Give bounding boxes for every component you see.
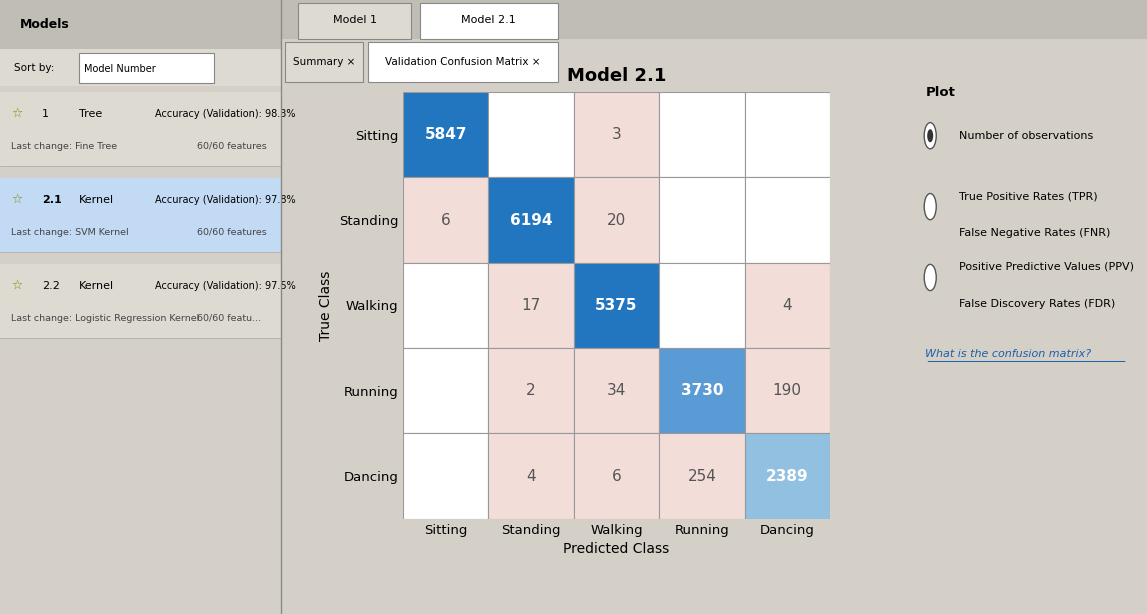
Bar [744,433,830,519]
Bar [574,348,660,433]
Text: Accuracy (Validation): 97.8%: Accuracy (Validation): 97.8% [155,195,295,204]
Text: Plot: Plot [926,86,955,99]
Circle shape [927,129,934,142]
FancyBboxPatch shape [0,264,281,338]
Bar [489,348,574,433]
Bar [744,177,830,263]
Text: Models: Models [19,18,70,31]
Text: 2.1: 2.1 [42,195,62,204]
Bar [744,263,830,348]
Text: Sort by:: Sort by: [14,63,54,72]
Text: 3: 3 [611,127,622,142]
Bar [403,433,489,519]
Bar [403,177,489,263]
Text: Accuracy (Validation): 97.5%: Accuracy (Validation): 97.5% [155,281,295,290]
Text: 2: 2 [526,383,536,398]
Text: ☆: ☆ [11,279,23,292]
FancyBboxPatch shape [286,42,364,82]
Text: Kernel: Kernel [79,195,114,204]
Text: 6194: 6194 [510,212,553,228]
Text: 34: 34 [607,383,626,398]
Bar [403,348,489,433]
FancyBboxPatch shape [79,53,213,83]
Text: 2389: 2389 [766,468,809,484]
Bar [574,433,660,519]
Text: Validation Confusion Matrix ×: Validation Confusion Matrix × [385,57,540,67]
Text: 4: 4 [782,298,793,313]
Circle shape [924,123,936,149]
Text: Positive Predictive Values (PPV): Positive Predictive Values (PPV) [959,262,1134,272]
Bar [574,263,660,348]
Text: Model 1: Model 1 [333,15,376,25]
Bar [574,92,660,177]
Bar [403,263,489,348]
Text: False Negative Rates (FNR): False Negative Rates (FNR) [959,228,1110,238]
Bar [660,263,744,348]
FancyBboxPatch shape [0,178,281,252]
Bar [660,177,744,263]
FancyBboxPatch shape [0,0,281,49]
Text: Last change: Logistic Regression Kernel: Last change: Logistic Regression Kernel [11,314,200,322]
Bar [489,263,574,348]
Text: 17: 17 [522,298,540,313]
Text: 60/60 featu...: 60/60 featu... [197,314,260,322]
Text: 3730: 3730 [680,383,723,398]
Bar [489,92,574,177]
Title: Model 2.1: Model 2.1 [567,67,666,85]
Text: 20: 20 [607,212,626,228]
FancyBboxPatch shape [0,49,281,86]
Bar [403,92,489,177]
FancyBboxPatch shape [281,0,1147,39]
Text: False Discovery Rates (FDR): False Discovery Rates (FDR) [959,299,1115,309]
FancyBboxPatch shape [420,2,559,39]
Text: 6: 6 [611,468,622,484]
Circle shape [924,193,936,220]
Text: 1: 1 [42,109,49,119]
Bar [660,348,744,433]
Text: ☆: ☆ [11,107,23,120]
FancyBboxPatch shape [298,2,411,39]
Text: 60/60 features: 60/60 features [197,228,266,236]
Text: ☆: ☆ [11,193,23,206]
Text: Summary ×: Summary × [294,57,356,67]
Text: 190: 190 [773,383,802,398]
Text: 4: 4 [526,468,536,484]
Text: 60/60 features: 60/60 features [197,142,266,150]
Text: Tree: Tree [79,109,102,119]
Bar [660,433,744,519]
FancyBboxPatch shape [367,42,559,82]
Bar [574,177,660,263]
Text: Model 2.1: Model 2.1 [461,15,516,25]
Bar [489,433,574,519]
Y-axis label: True Class: True Class [319,270,334,341]
Text: Last change: Fine Tree: Last change: Fine Tree [11,142,117,150]
Text: 5847: 5847 [424,127,467,142]
Text: 254: 254 [687,468,716,484]
Bar [489,177,574,263]
Text: 6: 6 [440,212,451,228]
Text: Accuracy (Validation): 98.3%: Accuracy (Validation): 98.3% [155,109,295,119]
Text: True Positive Rates (TPR): True Positive Rates (TPR) [959,191,1098,201]
Text: 2.2: 2.2 [42,281,60,290]
Text: 5375: 5375 [595,298,638,313]
Text: Kernel: Kernel [79,281,114,290]
Text: Last change: SVM Kernel: Last change: SVM Kernel [11,228,128,236]
FancyBboxPatch shape [0,92,281,166]
Bar [744,92,830,177]
Text: What is the confusion matrix?: What is the confusion matrix? [926,349,1092,359]
Text: Model Number: Model Number [85,64,156,74]
Text: Number of observations: Number of observations [959,131,1093,141]
X-axis label: Predicted Class: Predicted Class [563,542,670,556]
Bar [660,92,744,177]
Bar [744,348,830,433]
Circle shape [924,265,936,290]
